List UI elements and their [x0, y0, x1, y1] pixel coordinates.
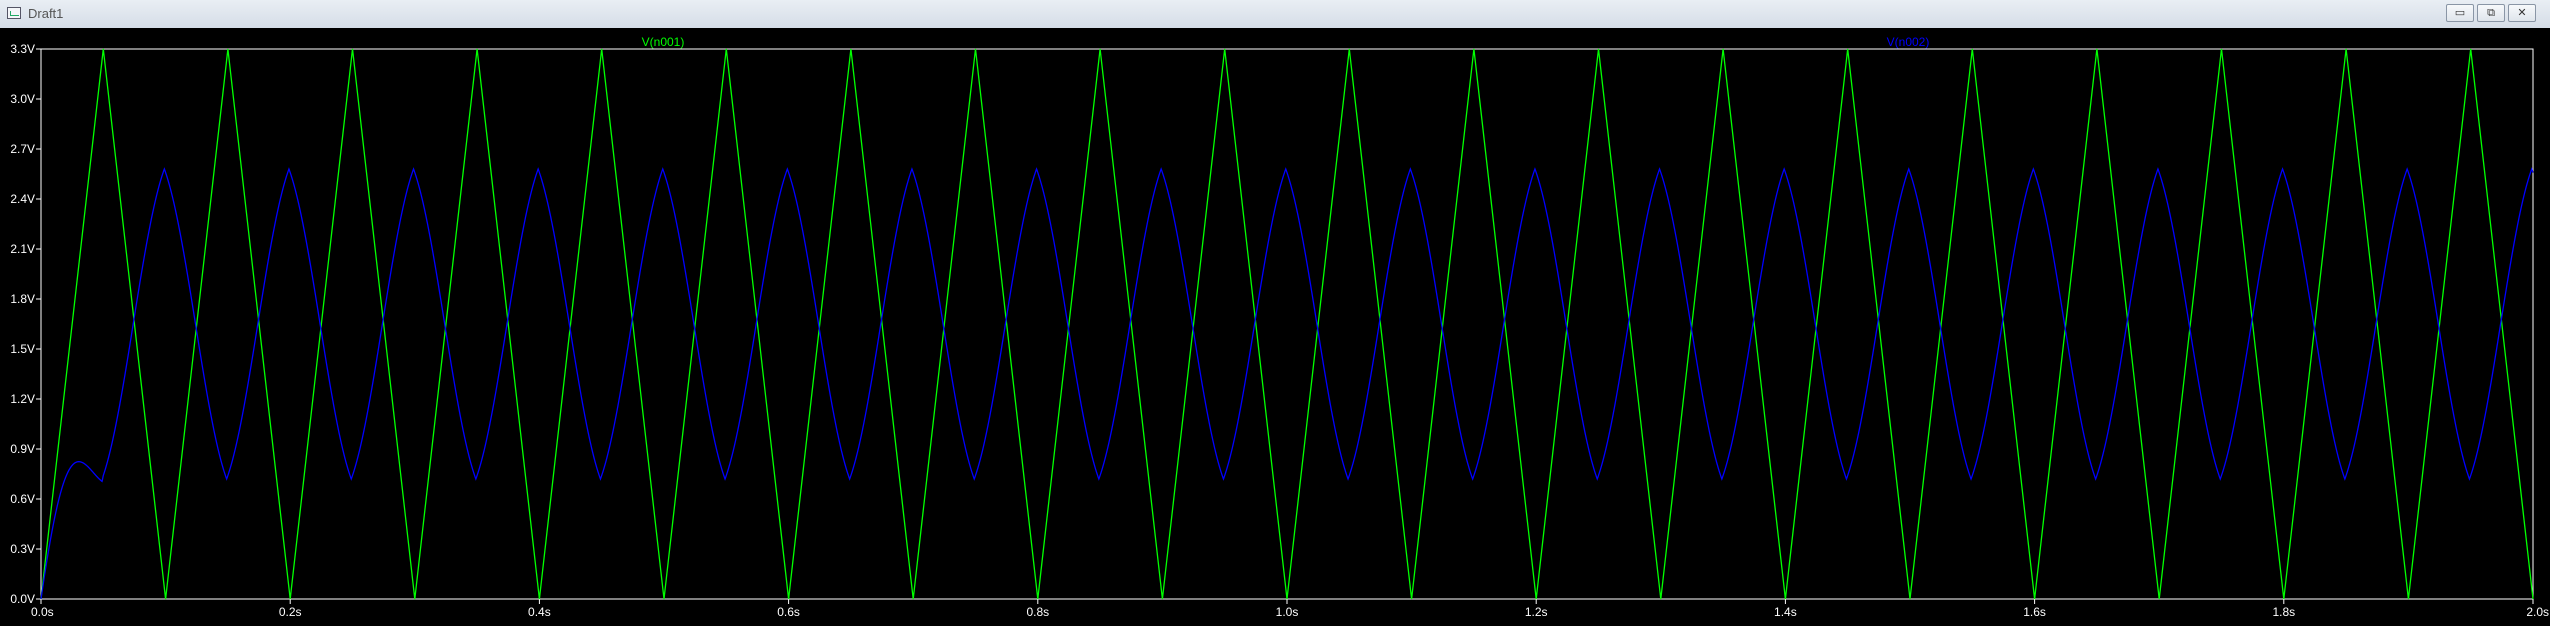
series-label-1[interactable]: V(n001) — [642, 35, 685, 49]
x-tick-label: 0.6s — [777, 605, 800, 619]
x-tick-label: 0.4s — [528, 605, 551, 619]
x-tick-label: 0.0s — [31, 605, 54, 619]
x-tick-label: 1.2s — [1525, 605, 1548, 619]
y-tick-label: 2.4V — [10, 192, 35, 206]
restore-icon: ⧉ — [2487, 6, 2495, 19]
x-tick-label: 1.8s — [2272, 605, 2295, 619]
minimize-button[interactable]: ▭ — [2446, 4, 2474, 22]
y-tick-label: 0.9V — [10, 442, 35, 456]
close-icon: ✕ — [2517, 6, 2527, 19]
minimize-icon: ▭ — [2454, 6, 2466, 19]
series-line-1 — [40, 48, 2534, 600]
plot-pane[interactable]: 0.0V 0.3V 0.6V 0.9V 1.2V 1.5V 1.8V 2.1V 2.4V 2.7V… — [0, 28, 2550, 626]
series-label-2[interactable]: V(n002) — [1887, 35, 1930, 49]
y-tick-label: 3.0V — [10, 92, 35, 106]
x-tick-label: 1.0s — [1276, 605, 1299, 619]
waveform-app-icon — [7, 7, 21, 19]
x-tick-label: 2.0s — [2526, 605, 2549, 619]
plot-frame — [40, 48, 2534, 600]
x-tick-label: 1.4s — [1774, 605, 1797, 619]
waveform-chart[interactable]: 0.0V 0.3V 0.6V 0.9V 1.2V 1.5V 1.8V 2.1V 2.4V 2.7V… — [0, 28, 2550, 626]
x-tick-label: 0.2s — [279, 605, 302, 619]
y-tick-label: 2.1V — [10, 242, 35, 256]
y-tick-label: 0.0V — [10, 592, 35, 606]
y-tick-label: 1.2V — [10, 392, 35, 406]
y-tick-label: 3.3V — [10, 42, 35, 56]
series-line-2 — [40, 167, 2534, 600]
restore-button[interactable]: ⧉ — [2477, 4, 2505, 22]
y-tick-label: 0.6V — [10, 492, 35, 506]
y-tick-label: 1.8V — [10, 292, 35, 306]
x-tick-label: 0.8s — [1026, 605, 1049, 619]
window-titlebar: Draft1 ▭ ⧉ ✕ — [0, 0, 2550, 29]
y-tick-label: 1.5V — [10, 342, 35, 356]
window-title: Draft1 — [28, 6, 64, 21]
close-button[interactable]: ✕ — [2508, 4, 2536, 22]
y-tick-label: 0.3V — [10, 542, 35, 556]
x-tick-label: 1.6s — [2023, 605, 2046, 619]
y-tick-label: 2.7V — [10, 142, 35, 156]
